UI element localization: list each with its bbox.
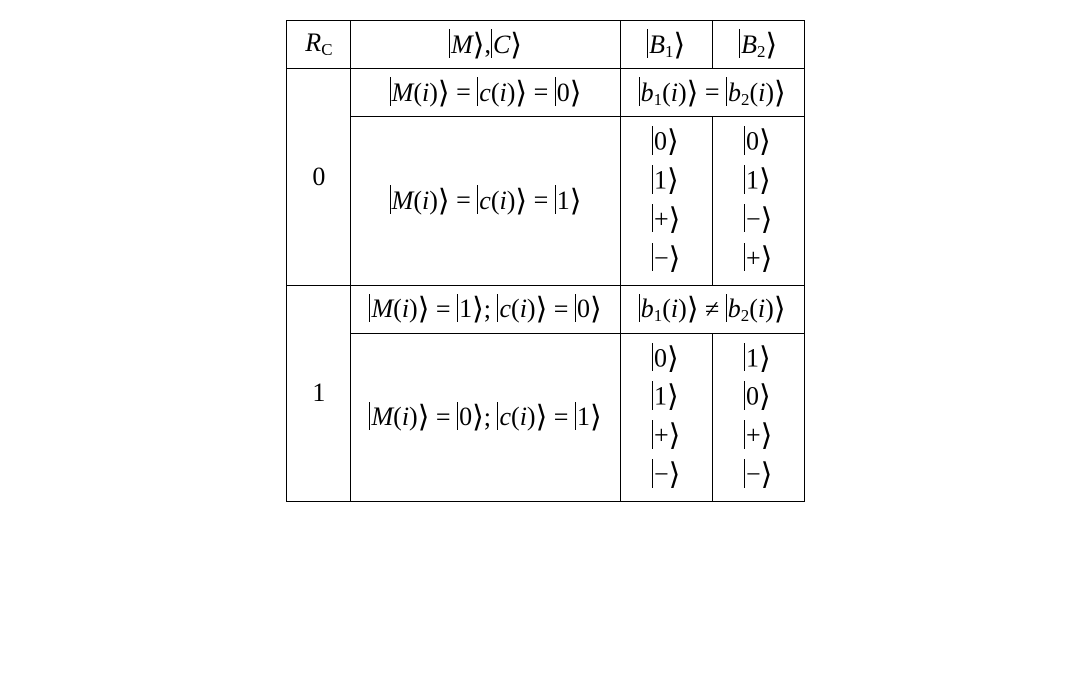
col-header-b2: B2⟩ — [712, 21, 804, 69]
cond1-rel: ≠ — [705, 294, 719, 323]
state1-crhs: 1 — [577, 402, 590, 431]
ket-state: 0⟩ — [744, 123, 771, 162]
state0-rhs: 1 — [557, 186, 570, 215]
header-B2: B — [741, 30, 757, 59]
rc-symbol: R — [305, 28, 321, 57]
cond1-Mrhs: 1 — [459, 294, 472, 323]
rc-value-cell: 0 — [287, 69, 351, 286]
cond1-b1-sub: 1 — [654, 306, 662, 325]
table-row: M(i)⟩ = 0⟩; c(i)⟩ = 1⟩ 0⟩ 1⟩ +⟩ −⟩ 1⟩ 0⟩… — [287, 333, 804, 502]
cond1-bargA: i — [671, 294, 678, 323]
table-header-row: RC M⟩,C⟩ B1⟩ B2⟩ — [287, 21, 804, 69]
ket-state: +⟩ — [652, 417, 680, 456]
col-header-b1: B1⟩ — [620, 21, 712, 69]
ket-state: −⟩ — [652, 456, 680, 495]
mc-condition-cell: M(i)⟩ = c(i)⟩ = 0⟩ — [351, 69, 620, 117]
ket-state: +⟩ — [652, 201, 680, 240]
header-B1: B — [649, 30, 665, 59]
ket-state: 0⟩ — [652, 340, 679, 379]
cond0-rhs: 0 — [557, 78, 570, 107]
ket-state: −⟩ — [744, 201, 772, 240]
quantum-state-table: RC M⟩,C⟩ B1⟩ B2⟩ 0 M(i)⟩ = c(i)⟩ = 0⟩ b1… — [286, 20, 804, 502]
table-row: 0 M(i)⟩ = c(i)⟩ = 0⟩ b1(i)⟩ = b2(i)⟩ — [287, 69, 804, 117]
cond0-M: M — [392, 78, 414, 107]
cond0-arg1: i — [422, 78, 429, 107]
mc-state-cell: M(i)⟩ = c(i)⟩ = 1⟩ — [351, 117, 620, 286]
state1-c: c — [499, 402, 511, 431]
cond0-arg2: i — [499, 78, 506, 107]
b2-states-cell: 1⟩ 0⟩ +⟩ −⟩ — [712, 333, 804, 502]
mc-state-cell: M(i)⟩ = 0⟩; c(i)⟩ = 1⟩ — [351, 333, 620, 502]
cond1-M: M — [371, 294, 393, 323]
col-header-rc: RC — [287, 21, 351, 69]
table-row: 1 M(i)⟩ = 1⟩; c(i)⟩ = 0⟩ b1(i)⟩ ≠ b2(i)⟩ — [287, 285, 804, 333]
rc-value-1: 1 — [312, 378, 325, 407]
ket-state: −⟩ — [744, 456, 772, 495]
cond1-b2: b — [728, 294, 741, 323]
mc-condition-cell: M(i)⟩ = 1⟩; c(i)⟩ = 0⟩ — [351, 285, 620, 333]
b1-states-cell: 0⟩ 1⟩ +⟩ −⟩ — [620, 117, 712, 286]
ket-state: 1⟩ — [744, 340, 771, 379]
ket-state: −⟩ — [652, 240, 680, 279]
cond0-rel: = — [705, 78, 720, 107]
col-header-mc: M⟩,C⟩ — [351, 21, 620, 69]
ket-state: +⟩ — [744, 240, 772, 279]
cond1-arg1: i — [402, 294, 409, 323]
b1-states-cell: 0⟩ 1⟩ +⟩ −⟩ — [620, 333, 712, 502]
cond0-b1-sub: 1 — [654, 90, 662, 109]
rc-subscript: C — [321, 41, 332, 60]
cond0-b2-sub: 2 — [741, 90, 749, 109]
cond1-crhs: 0 — [577, 294, 590, 323]
state1-arg2: i — [520, 402, 527, 431]
cond0-b2: b — [728, 78, 741, 107]
cond0-c: c — [479, 78, 491, 107]
state1-sep: ; — [484, 402, 491, 431]
cond1-b2-sub: 2 — [741, 306, 749, 325]
state0-c: c — [479, 186, 491, 215]
cond0-b1: b — [641, 78, 654, 107]
state1-arg1: i — [402, 402, 409, 431]
b-relation-cell: b1(i)⟩ ≠ b2(i)⟩ — [620, 285, 804, 333]
ket-state: 1⟩ — [652, 162, 679, 201]
rc-value-cell: 1 — [287, 285, 351, 502]
header-M: M — [451, 30, 473, 59]
cond1-arg2: i — [520, 294, 527, 323]
b-relation-cell: b1(i)⟩ = b2(i)⟩ — [620, 69, 804, 117]
ket-state: 1⟩ — [652, 378, 679, 417]
cond1-b1: b — [641, 294, 654, 323]
ket-state: +⟩ — [744, 417, 772, 456]
ket-state: 0⟩ — [652, 123, 679, 162]
cond1-sep: ; — [484, 294, 491, 323]
header-B2-sub: 2 — [757, 42, 765, 61]
table-row: M(i)⟩ = c(i)⟩ = 1⟩ 0⟩ 1⟩ +⟩ −⟩ 0⟩ 1⟩ −⟩ … — [287, 117, 804, 286]
state0-M: M — [392, 186, 414, 215]
cond1-c: c — [499, 294, 511, 323]
state0-arg2: i — [499, 186, 506, 215]
rc-value-0: 0 — [312, 162, 325, 191]
state1-Mrhs: 0 — [459, 402, 472, 431]
cond1-bargB: i — [758, 294, 765, 323]
cond0-bargB: i — [758, 78, 765, 107]
state1-M: M — [371, 402, 393, 431]
header-C: C — [493, 30, 510, 59]
cond0-bargA: i — [671, 78, 678, 107]
b2-states-cell: 0⟩ 1⟩ −⟩ +⟩ — [712, 117, 804, 286]
ket-state: 0⟩ — [744, 378, 771, 417]
ket-state: 1⟩ — [744, 162, 771, 201]
state0-arg1: i — [422, 186, 429, 215]
